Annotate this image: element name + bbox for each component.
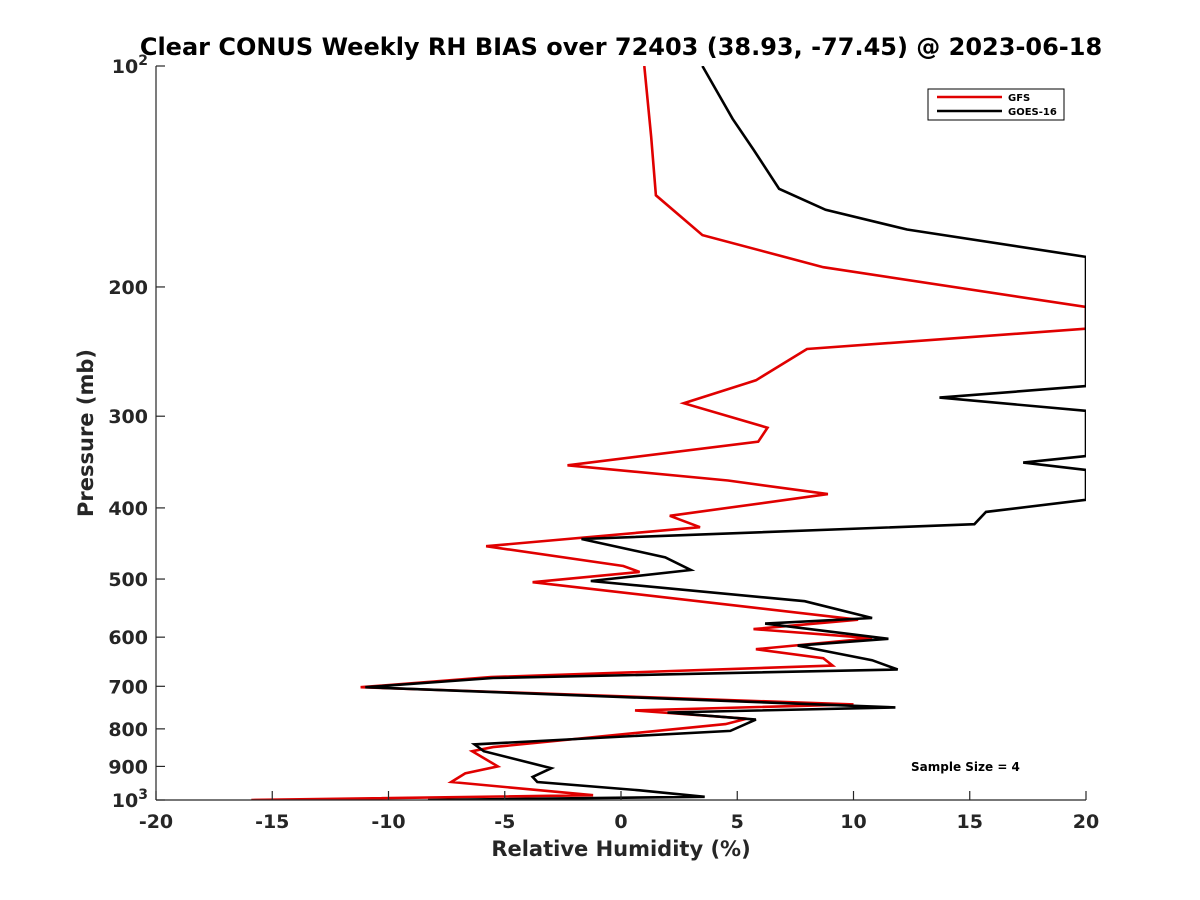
x-tick-label: 20 bbox=[1073, 811, 1099, 833]
y-tick-label: 103 bbox=[112, 787, 148, 812]
x-tick-label: 15 bbox=[957, 811, 983, 833]
y-ticks: 102 200 300 400 500 600 700 800 900 103 bbox=[108, 53, 165, 812]
y-tick-label: 900 bbox=[108, 756, 148, 778]
y-tick-label: 102 bbox=[112, 53, 148, 78]
y-axis-label: Pressure (mb) bbox=[74, 349, 98, 517]
x-tick-label: -5 bbox=[494, 811, 515, 833]
y-tick-label: 700 bbox=[108, 676, 148, 698]
y-tick-label: 400 bbox=[108, 498, 148, 520]
y-tick-label: 600 bbox=[108, 627, 148, 649]
x-tick-label: -10 bbox=[371, 811, 405, 833]
x-tick-label: -20 bbox=[139, 811, 173, 833]
plot-area bbox=[156, 66, 1086, 800]
legend: GFS GOES-16 bbox=[927, 88, 1065, 121]
x-tick-label: 0 bbox=[614, 811, 627, 833]
series-layer bbox=[251, 66, 1086, 800]
series-line-goes-16 bbox=[365, 66, 1086, 800]
x-ticks: -20 -15 -10 -5 0 5 10 15 20 bbox=[139, 791, 1099, 833]
y-tick-label: 800 bbox=[108, 719, 148, 741]
series-line-gfs bbox=[251, 66, 1086, 800]
x-tick-label: 10 bbox=[840, 811, 866, 833]
chart-title: Clear CONUS Weekly RH BIAS over 72403 (3… bbox=[140, 33, 1102, 61]
y-tick-label: 500 bbox=[108, 569, 148, 591]
legend-label-goes16: GOES-16 bbox=[1008, 107, 1057, 118]
x-tick-label: -15 bbox=[255, 811, 289, 833]
sample-size-annotation: Sample Size = 4 bbox=[911, 760, 1020, 774]
y-tick-label: 300 bbox=[108, 406, 148, 428]
x-tick-label: 5 bbox=[731, 811, 744, 833]
legend-box bbox=[927, 88, 1065, 121]
x-axis-label: Relative Humidity (%) bbox=[491, 837, 750, 861]
y-tick-label: 200 bbox=[108, 277, 148, 299]
legend-label-gfs: GFS bbox=[1008, 93, 1030, 104]
